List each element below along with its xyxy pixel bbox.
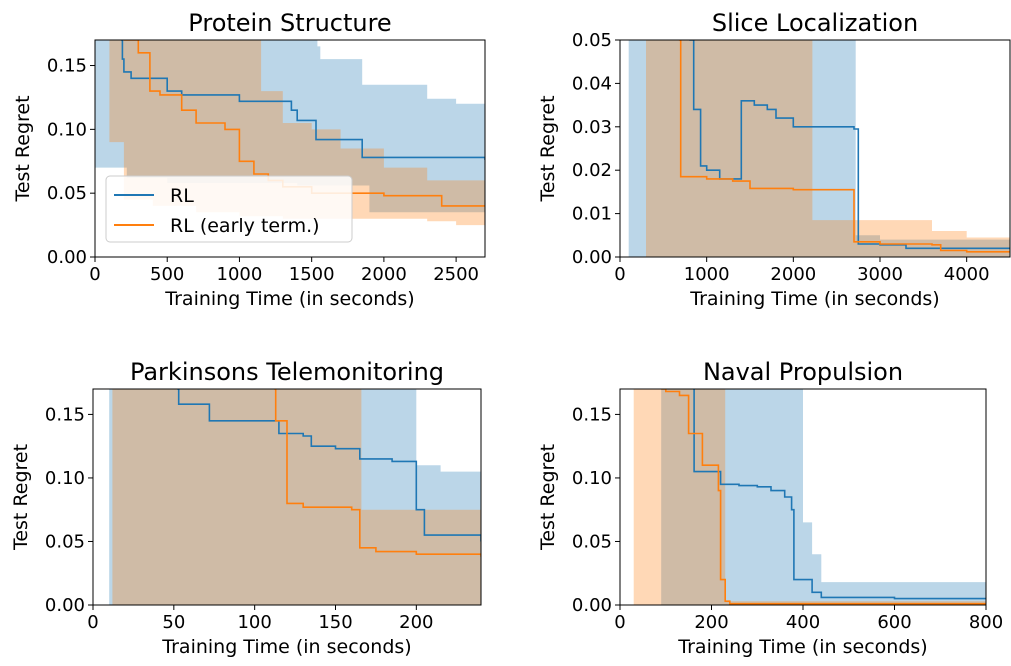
x-tick-label: 0 [89,264,100,285]
y-axis-label: Test Regret [12,95,34,202]
confidence-band-rl [95,40,485,213]
x-tick-label: 2500 [433,264,479,285]
panel-1: 0 1000 2000 3000 4000 0.00 0.01 0.02 0.03 0.04 0.0… [537,9,1011,310]
y-tick-label: 0.15 [572,404,612,425]
y-tick-label: 0.15 [45,404,85,425]
legend-label: RL [170,185,194,207]
x-axis-label: Training Time (in seconds) [689,288,939,310]
chart-title: Parkinsons Telemonitoring [130,358,444,386]
line-rl-early-term [661,389,986,605]
x-tick-label: 1000 [217,264,263,285]
x-tick-label: 150 [318,612,352,633]
y-axis-label: Test Regret [537,95,559,202]
confidence-band-rl [628,40,1010,257]
y-tick-label: 0.05 [47,183,87,204]
legend-label: RL (early term.) [170,215,320,237]
chart-title: Slice Localization [712,9,918,37]
x-tick-label: 400 [786,612,820,633]
plot-area [633,389,986,605]
y-tick-label: 0.15 [47,56,87,77]
line-rl [689,40,1010,250]
axes-frame [619,39,1011,258]
x-tick-label: 0 [87,612,98,633]
legend-box [105,175,353,243]
legend: RL RL (early term.) [105,175,353,243]
x-tick-label: 2000 [361,264,407,285]
line-rl [693,389,986,600]
y-tick-label: 0.05 [572,531,612,552]
panel-0: 0 500 1000 1500 2000 2500 0.00 0.05 0.10 0.15 Prot… [12,9,486,310]
confidence-band-rl-early-term [646,40,1010,257]
y-tick-label: 0.01 [572,204,612,225]
y-tick-label: 0.00 [572,595,612,616]
y-tick-label: 0.00 [47,247,87,268]
panel-2: 0 50 100 150 200 0.00 0.05 0.10 0.15 Parkinsons T… [10,358,482,658]
x-axis-label: Training Time (in seconds) [161,636,411,658]
x-tick-label: 600 [877,612,911,633]
y-tick-label: 0.02 [572,160,612,181]
line-rl [121,40,485,160]
x-tick-label: 1500 [289,264,335,285]
x-tick-label: 1000 [684,264,730,285]
x-tick-label: 2000 [770,264,816,285]
x-tick-label: 100 [237,612,271,633]
chart-title: Naval Propulsion [703,358,903,386]
y-tick-label: 0.05 [45,531,85,552]
x-axis-label: Training Time (in seconds) [164,288,414,310]
x-tick-label: 500 [150,264,184,285]
axes-frame [94,39,486,258]
x-tick-label: 0 [614,264,625,285]
confidence-band-rl-early-term [633,389,986,605]
plot-area [109,389,481,605]
line-rl-early-term [678,40,1010,253]
y-tick-label: 0.10 [47,119,87,140]
x-tick-label: 200 [399,612,433,633]
x-axis-label: Training Time (in seconds) [677,636,927,658]
plot-area [628,40,1010,257]
y-axis-label: Test Regret [537,444,559,551]
x-tick-label: 4000 [944,264,990,285]
y-tick-label: 0.10 [45,468,85,489]
x-tick-label: 3000 [857,264,903,285]
line-rl-early-term [274,389,481,557]
y-tick-label: 0.00 [45,595,85,616]
y-tick-label: 0.00 [572,247,612,268]
y-axis-label: Test Regret [10,444,32,551]
chart-title: Protein Structure [188,9,391,37]
line-rl [177,389,481,542]
axes-frame [92,388,482,606]
x-tick-label: 50 [162,612,185,633]
y-tick-label: 0.10 [572,468,612,489]
confidence-band-rl [661,389,986,605]
y-tick-label: 0.05 [572,30,612,51]
x-tick-label: 0 [614,612,625,633]
y-tick-label: 0.03 [572,117,612,138]
x-tick-label: 200 [694,612,728,633]
y-tick-label: 0.04 [572,73,612,94]
panel-3: 0 200 400 600 800 0.00 0.05 0.10 0.15 Naval Propu… [537,358,1003,658]
x-tick-label: 800 [969,612,1003,633]
